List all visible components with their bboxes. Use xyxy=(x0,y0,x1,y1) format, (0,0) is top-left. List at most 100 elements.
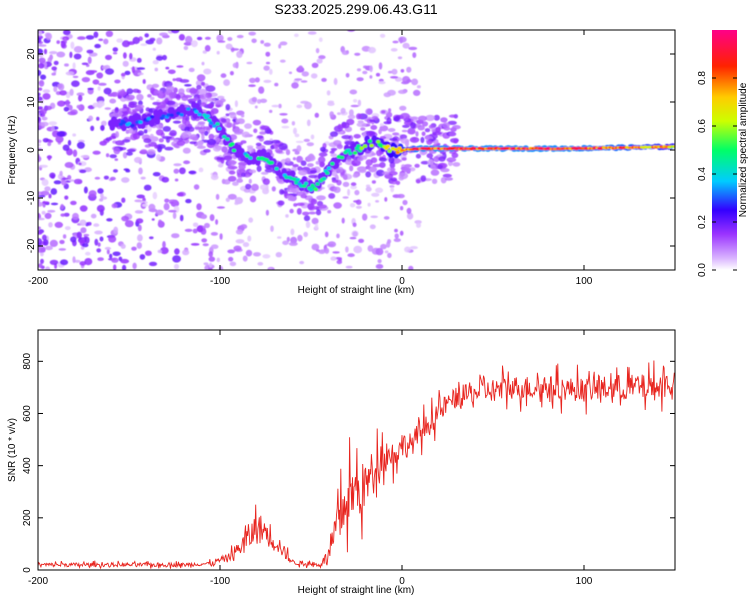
heatmap-noise-cell xyxy=(318,249,326,254)
heatmap-ridge-core-cell xyxy=(166,113,171,117)
heatmap-noise-cell xyxy=(326,90,331,96)
heatmap-noise-cell xyxy=(227,175,237,182)
heatmap-noise-cell xyxy=(143,138,152,144)
heatmap-noise-cell xyxy=(292,164,299,168)
heatmap-noise-cell xyxy=(125,94,135,101)
heatmap-noise-cell xyxy=(171,233,180,239)
heatmap-noise-cell xyxy=(72,256,76,264)
heatmap-noise-cell xyxy=(137,224,142,232)
heatmap-noise-cell xyxy=(170,30,180,34)
heatmap-noise-cell xyxy=(381,110,386,114)
heatmap-noise-cell xyxy=(347,188,351,196)
heatmap-noise-cell xyxy=(399,134,408,140)
heatmap-noise-cell xyxy=(155,144,166,149)
heatmap-noise-cell xyxy=(76,231,82,239)
heatmap-noise-cell xyxy=(210,244,219,249)
heatmap-noise-cell xyxy=(148,203,156,211)
heatmap-noise-cell xyxy=(365,171,372,178)
heatmap-noise-cell xyxy=(164,146,174,151)
heatmap-noise-cell xyxy=(244,123,252,129)
heatmap-noise-cell xyxy=(49,239,58,247)
colorbar: 0.0 0.2 0.4 0.6 0.8 Normalized spectral ampl… xyxy=(697,30,749,277)
heatmap-noise-cell xyxy=(85,251,91,256)
heatmap-noise-cell xyxy=(227,37,233,41)
heatmap-noise-cell xyxy=(198,167,204,173)
heatmap-noise-cell xyxy=(390,167,395,172)
heatmap-noise-cell xyxy=(140,43,148,46)
heatmap-noise-cell xyxy=(248,31,256,36)
heatmap-noise-cell xyxy=(125,169,131,173)
heatmap-ridge-cell xyxy=(255,158,261,166)
heatmap-ridge-cell xyxy=(281,168,287,175)
heatmap-noise-cell xyxy=(60,203,64,210)
heatmap-noise-cell xyxy=(109,98,117,104)
heatmap-noise-cell xyxy=(45,32,52,40)
heatmap-noise-cell xyxy=(296,191,306,196)
heatmap-noise-cell xyxy=(41,201,50,204)
heatmap-noise-cell xyxy=(293,203,298,207)
heatmap-noise-cell xyxy=(249,77,256,84)
heatmap-noise-cell xyxy=(181,95,189,101)
heatmap-noise-cell xyxy=(205,85,216,92)
heatmap-noise-cell xyxy=(161,176,170,183)
heatmap-noise-cell xyxy=(65,99,70,107)
heatmap-noise-cell xyxy=(87,221,92,226)
heatmap-noise-cell xyxy=(240,140,247,144)
heatmap-ridge-core-cell xyxy=(376,139,381,144)
heatmap-noise-cell xyxy=(286,187,297,193)
heatmap-noise-cell xyxy=(330,147,338,151)
heatmap-noise-cell xyxy=(332,251,340,254)
heatmap-noise-cell xyxy=(179,79,190,83)
heatmap-noise-cell xyxy=(369,75,373,79)
heatmap-noise-cell xyxy=(356,68,362,72)
heatmap-noise-cell xyxy=(345,246,349,253)
heatmap-ridge-core-cell xyxy=(390,146,396,151)
heatmap-noise-cell xyxy=(167,69,176,75)
heatmap-noise-cell xyxy=(285,214,289,218)
heatmap-noise-cell xyxy=(109,253,113,259)
heatmap-noise-cell xyxy=(84,258,93,266)
heatmap-noise-cell xyxy=(99,236,104,242)
heatmap-noise-cell xyxy=(233,128,244,134)
heatmap-noise-cell xyxy=(426,153,434,159)
heatmap-noise-cell xyxy=(173,263,180,270)
heatmap-noise-cell xyxy=(165,66,170,70)
heatmap-ridge-core-cell xyxy=(274,166,279,171)
heatmap-noise-cell xyxy=(236,34,244,39)
heatmap-noise-cell xyxy=(113,169,118,173)
heatmap-noise-cell xyxy=(168,199,178,202)
heatmap-noise-cell xyxy=(122,60,129,67)
heatmap-noise-cell xyxy=(390,48,398,52)
heatmap-noise-cell xyxy=(43,239,49,246)
heatmap-noise-cell xyxy=(101,120,107,127)
heatmap-noise-cell xyxy=(215,145,223,151)
heatmap-noise-cell xyxy=(347,253,355,258)
heatmap-noise-cell xyxy=(146,125,152,133)
heatmap-noise-cell xyxy=(202,50,207,54)
heatmap-noise-cell xyxy=(69,51,73,58)
heatmap-noise-cell xyxy=(219,233,223,240)
heatmap-noise-cell xyxy=(265,209,269,216)
heatmap-noise-cell xyxy=(259,184,267,190)
heatmap-noise-cell xyxy=(383,121,392,125)
heatmap-noise-cell xyxy=(63,30,71,36)
heatmap-noise-cell xyxy=(291,82,299,89)
heatmap-noise-cell xyxy=(215,193,220,200)
heatmap-noise-cell xyxy=(397,56,403,60)
heatmap-noise-cell xyxy=(356,77,364,82)
heatmap-noise-cell xyxy=(406,212,414,220)
heatmap-noise-cell xyxy=(48,139,54,143)
heatmap-noise-cell xyxy=(306,154,316,162)
heatmap-noise-cell xyxy=(255,142,262,147)
heatmap-noise-cell xyxy=(247,235,252,242)
heatmap-noise-cell xyxy=(230,48,240,51)
heatmap-ridge-core-cell xyxy=(186,107,191,111)
heatmap-noise-cell xyxy=(451,152,459,159)
heatmap-noise-cell xyxy=(227,193,237,200)
heatmap-noise-cell xyxy=(365,130,376,137)
heatmap-noise-cell xyxy=(363,65,368,69)
heatmap-noise-cell xyxy=(140,176,146,180)
heatmap-noise-cell xyxy=(228,170,236,175)
heatmap-noise-cell xyxy=(453,140,458,144)
heatmap-noise-cell xyxy=(114,107,119,113)
